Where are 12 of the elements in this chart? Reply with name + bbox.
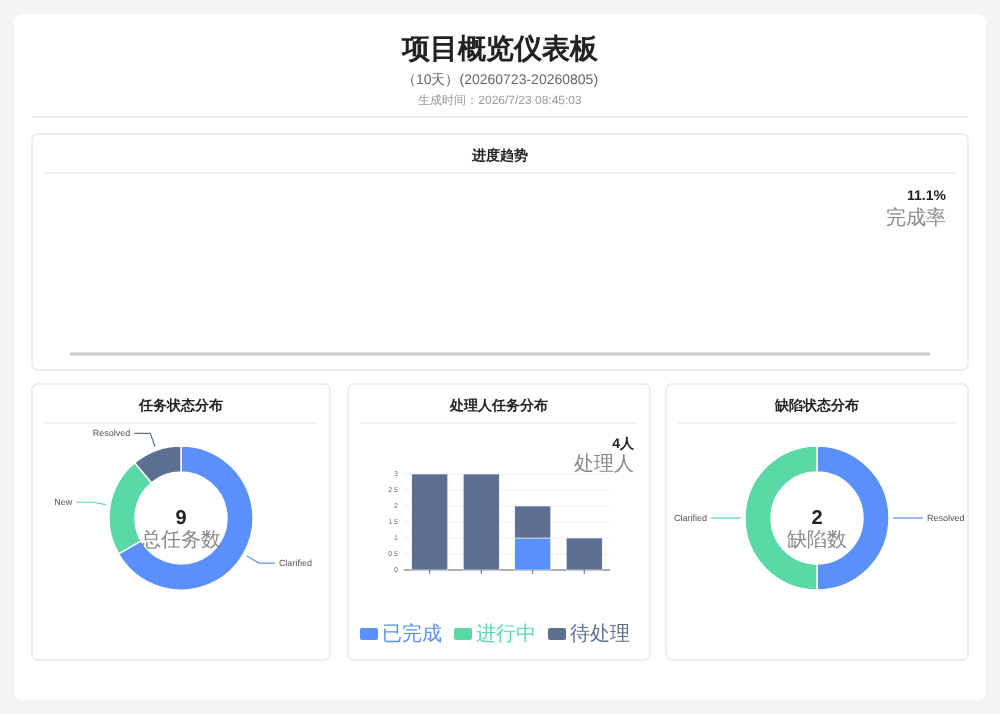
text: 2: [811, 508, 824, 530]
legend-label: 已完成: [382, 622, 442, 646]
text: 完成率: [886, 206, 946, 230]
text: 9: [175, 508, 188, 530]
text: 项目概览仪表板: [400, 32, 600, 64]
legend-item: 待处理: [548, 624, 630, 646]
legend-label: 进行中: [476, 622, 536, 646]
legend-item: 已完成: [360, 624, 442, 646]
legend-item: 进行中: [454, 624, 536, 646]
text: 总任务数: [139, 528, 221, 552]
text: 缺陷数: [787, 528, 847, 552]
annotation: 处理人: [574, 452, 634, 476]
